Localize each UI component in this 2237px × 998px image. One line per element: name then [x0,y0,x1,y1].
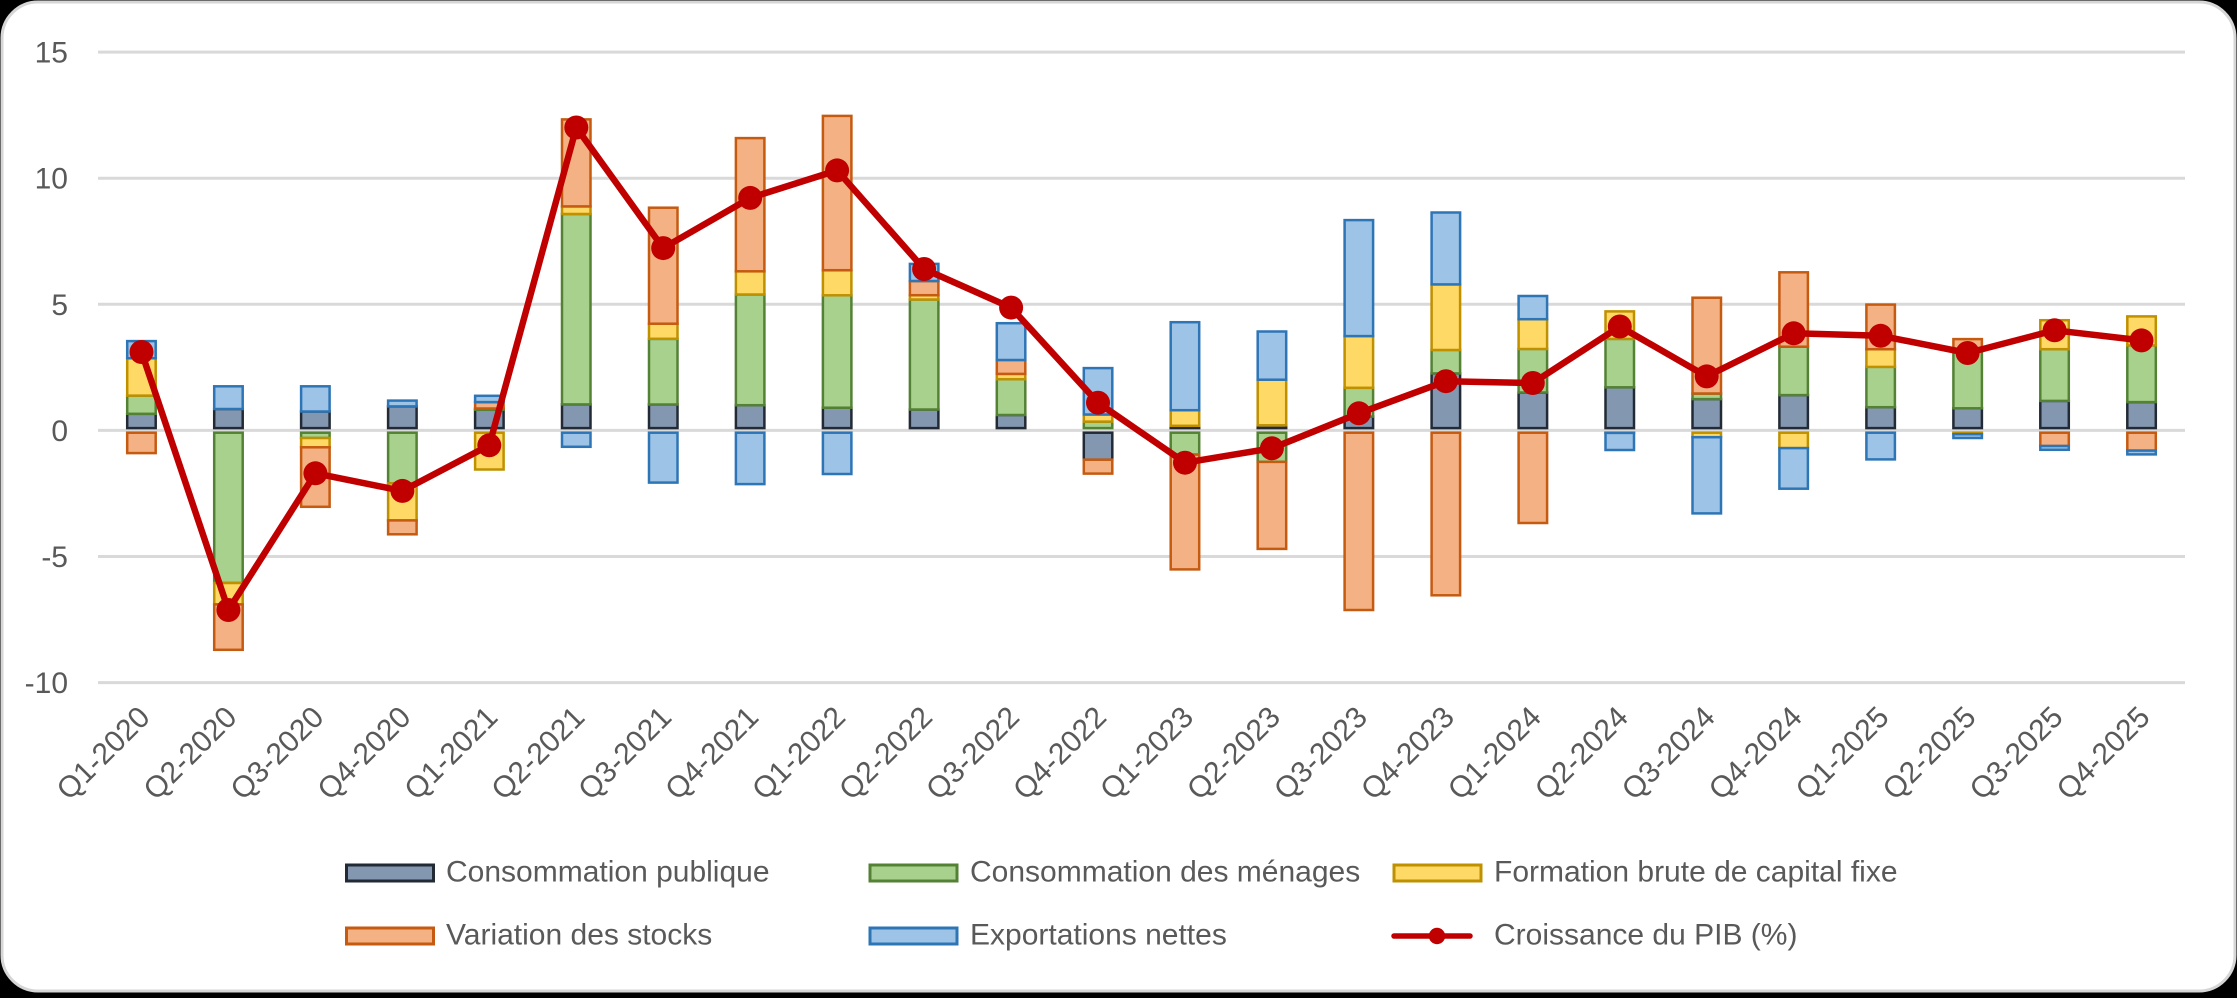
svg-text:Croissance du PIB (%): Croissance du PIB (%) [1494,919,1797,952]
svg-text:Variation des stocks: Variation des stocks [446,919,712,952]
svg-text:10: 10 [35,163,68,196]
svg-text:-10: -10 [25,667,68,700]
svg-text:5: 5 [51,289,68,322]
svg-text:Formation brute de capital fix: Formation brute de capital fixe [1494,856,1898,889]
svg-text:Consommation des ménages: Consommation des ménages [970,856,1360,889]
svg-text:15: 15 [35,37,68,70]
svg-text:0: 0 [51,415,68,448]
svg-text:-5: -5 [41,541,68,574]
svg-text:Consommation publique: Consommation publique [446,856,770,889]
svg-text:Exportations nettes: Exportations nettes [970,919,1227,952]
